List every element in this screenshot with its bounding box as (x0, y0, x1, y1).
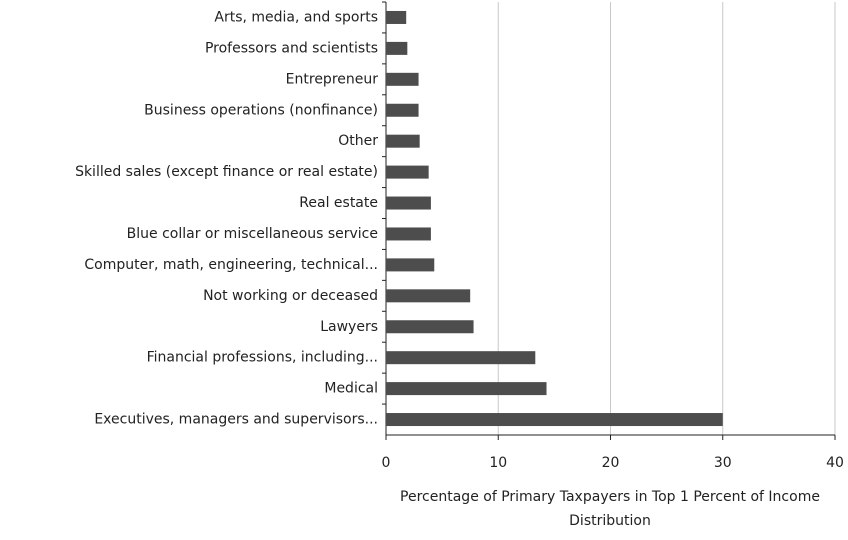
bar (386, 72, 419, 86)
y-tick-label: Executives, managers and supervisors... (94, 412, 378, 428)
bar (386, 320, 474, 334)
bar (386, 258, 435, 272)
x-tick-label: 20 (602, 455, 620, 471)
y-tick-label: Blue collar or miscellaneous service (127, 226, 378, 242)
y-tick-label: Not working or deceased (203, 288, 378, 304)
y-tick-label: Financial professions, including... (147, 350, 378, 366)
x-tick-label: 10 (489, 455, 507, 471)
bar (386, 103, 419, 117)
y-tick-label: Arts, media, and sports (214, 9, 378, 25)
bar (386, 227, 431, 241)
y-tick-label: Other (338, 133, 378, 149)
bar (386, 289, 471, 303)
bar (386, 41, 408, 55)
y-tick-label: Business operations (nonfinance) (144, 102, 378, 118)
bar (386, 10, 407, 24)
x-tick-label: 40 (826, 455, 844, 471)
bar (386, 165, 429, 179)
bar (386, 134, 420, 148)
y-tick-label: Skilled sales (except finance or real es… (75, 164, 378, 180)
x-tick-label: 30 (714, 455, 732, 471)
x-axis-label: Percentage of Primary Taxpayers in Top 1… (400, 489, 820, 529)
y-tick-label: Computer, math, engineering, technical..… (84, 257, 378, 273)
bar (386, 351, 536, 365)
y-tick-label: Lawyers (320, 319, 378, 335)
bar (386, 413, 723, 427)
y-tick-label: Medical (324, 381, 378, 397)
x-tick-label: 0 (382, 455, 391, 471)
bar (386, 196, 431, 210)
bar (386, 382, 547, 396)
y-tick-label: Real estate (299, 195, 378, 211)
y-tick-label: Entrepreneur (286, 71, 379, 87)
y-tick-label: Professors and scientists (205, 40, 378, 56)
